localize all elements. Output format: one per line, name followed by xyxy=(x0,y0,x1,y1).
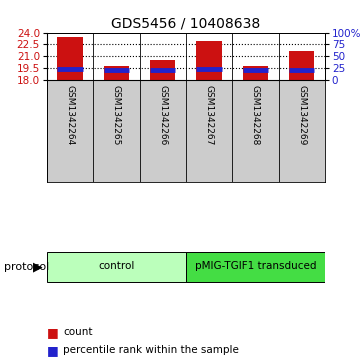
Bar xyxy=(196,41,222,80)
Text: GSM1342265: GSM1342265 xyxy=(112,85,121,145)
Bar xyxy=(47,252,186,282)
Text: protocol: protocol xyxy=(4,262,49,272)
Text: GSM1342266: GSM1342266 xyxy=(158,85,167,145)
Bar xyxy=(186,252,325,282)
Bar xyxy=(289,51,314,80)
Text: GSM1342264: GSM1342264 xyxy=(66,85,75,145)
Text: ■: ■ xyxy=(47,344,63,357)
Bar xyxy=(150,60,175,80)
Title: GDS5456 / 10408638: GDS5456 / 10408638 xyxy=(111,16,261,30)
Text: control: control xyxy=(98,261,135,271)
Text: GSM1342269: GSM1342269 xyxy=(297,85,306,145)
Text: GSM1342267: GSM1342267 xyxy=(205,85,214,145)
Text: GSM1342268: GSM1342268 xyxy=(251,85,260,145)
Text: count: count xyxy=(63,327,93,337)
Text: ■: ■ xyxy=(47,326,63,339)
Bar xyxy=(104,66,129,80)
Bar xyxy=(243,66,268,80)
Text: percentile rank within the sample: percentile rank within the sample xyxy=(63,345,239,355)
Bar xyxy=(57,37,83,80)
Text: ▶: ▶ xyxy=(32,260,42,273)
Text: pMIG-TGIF1 transduced: pMIG-TGIF1 transduced xyxy=(195,261,316,271)
